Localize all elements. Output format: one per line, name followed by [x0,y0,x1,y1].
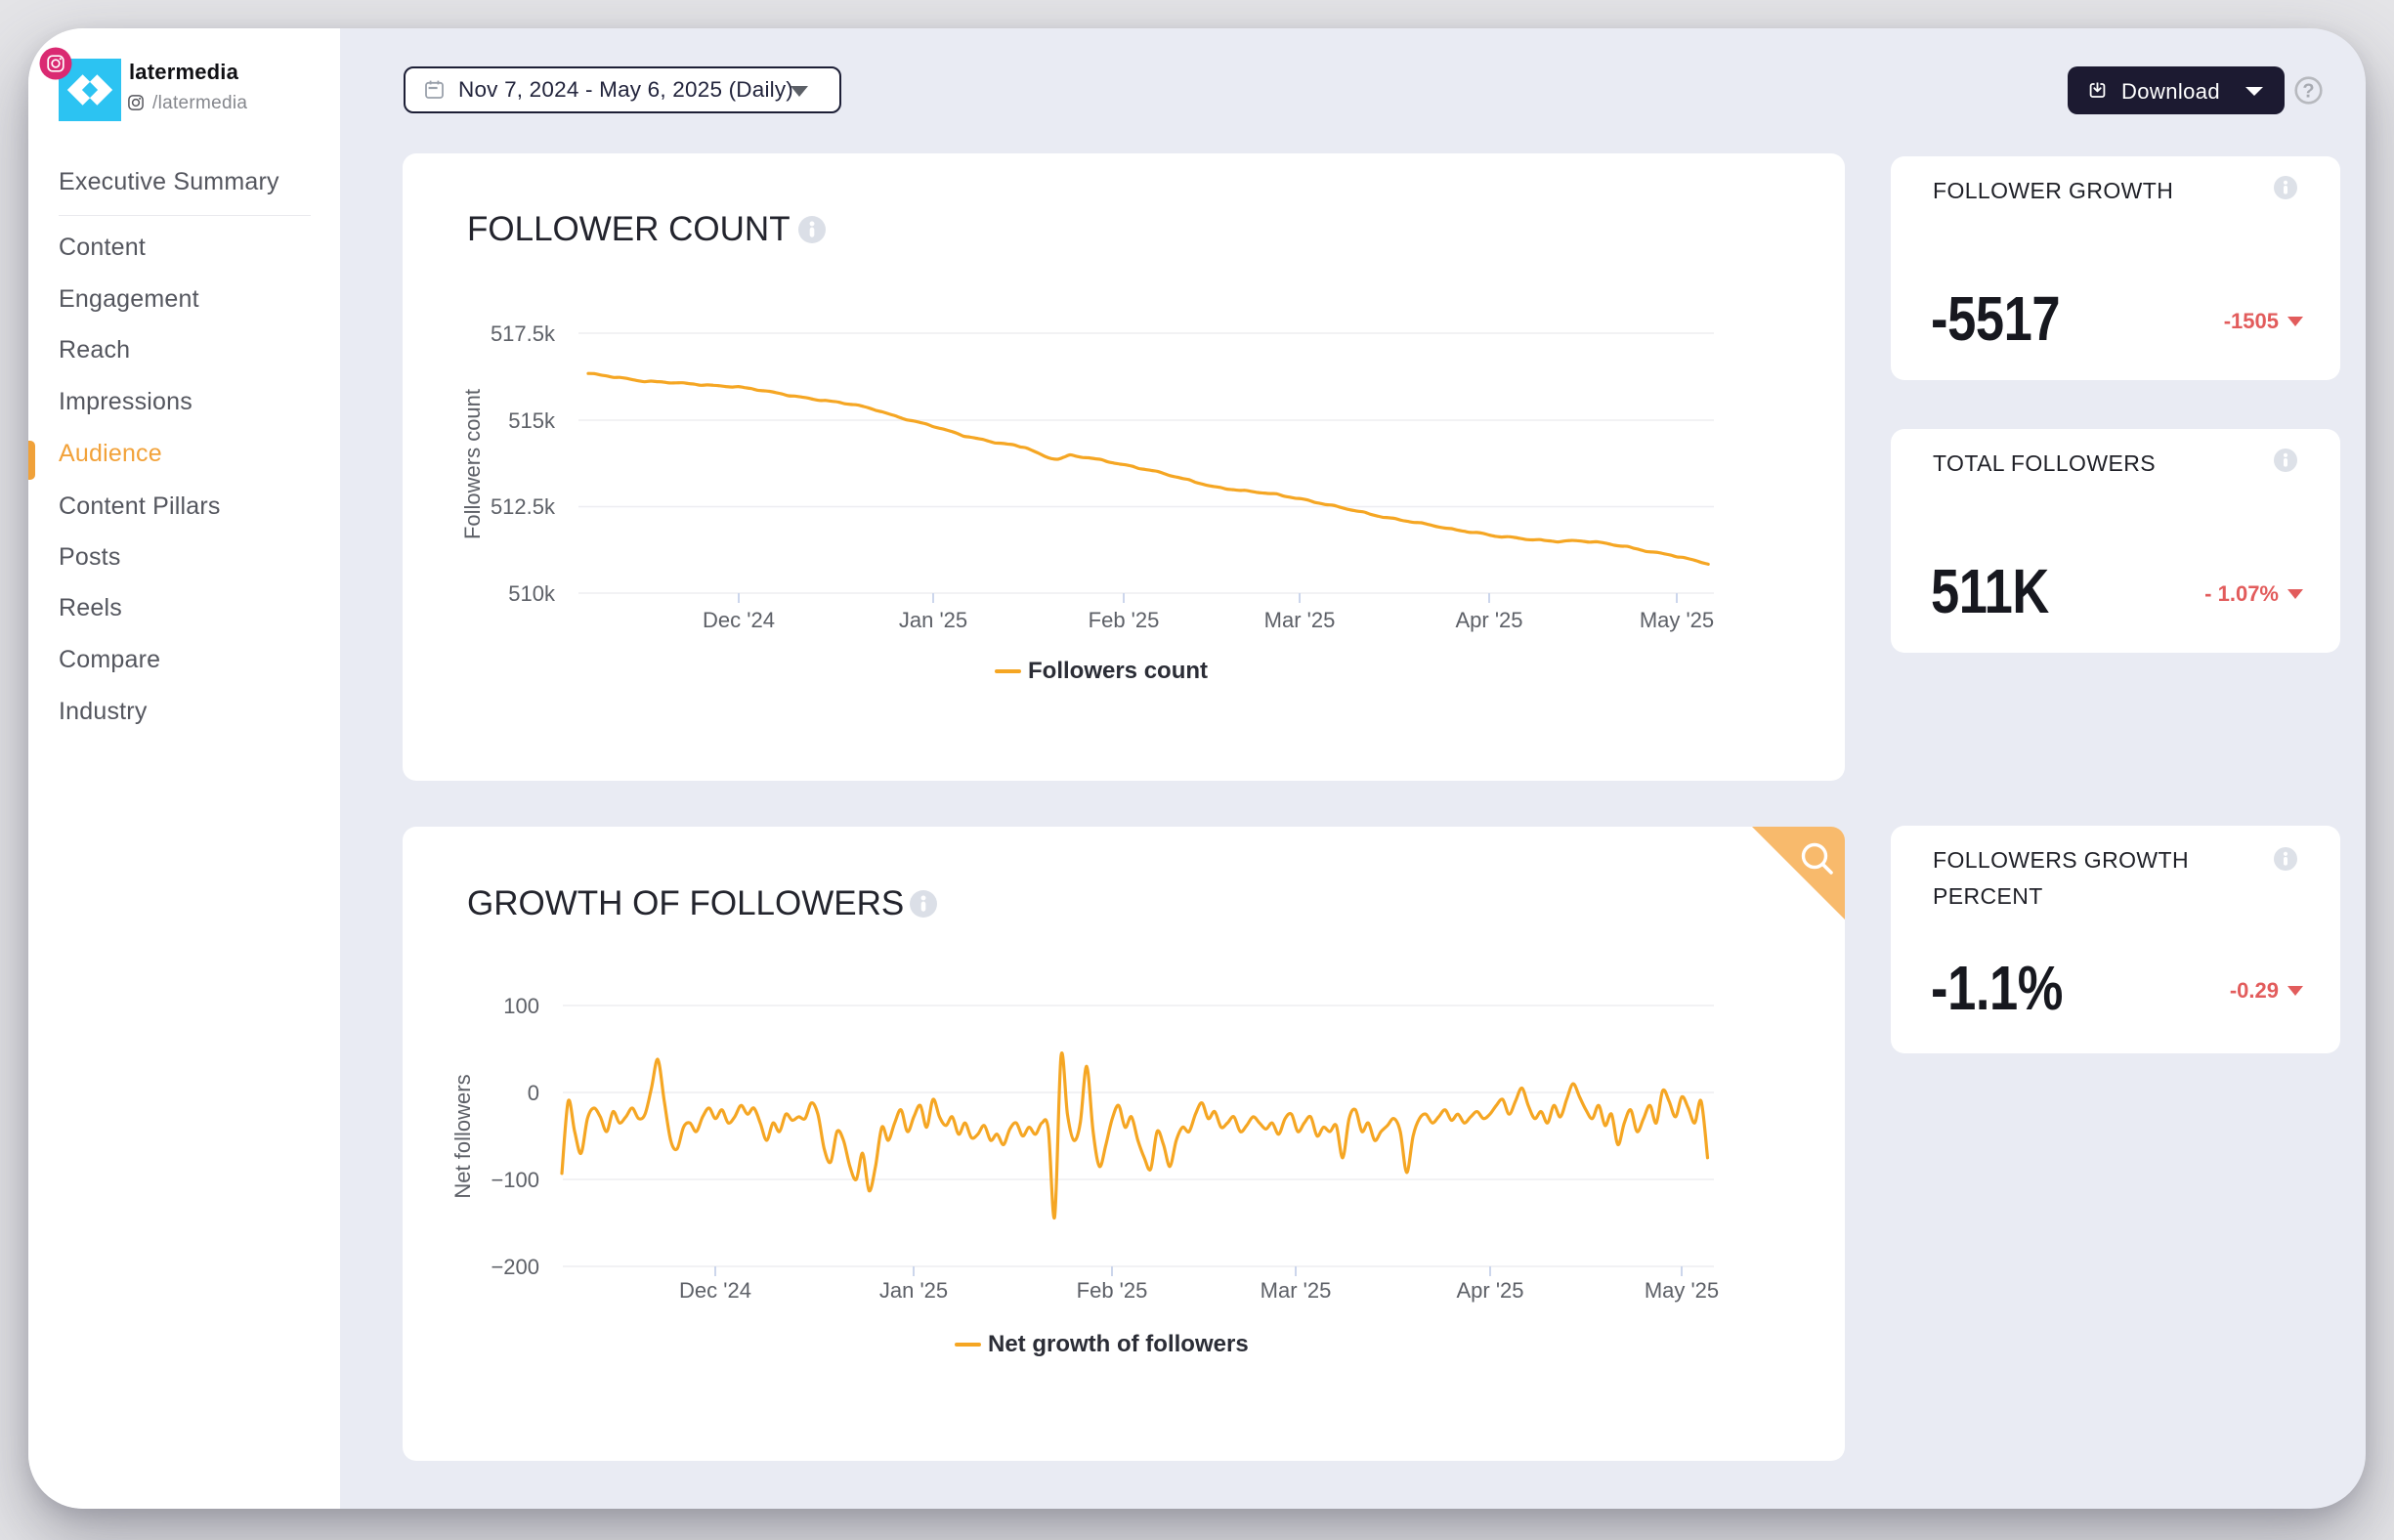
svg-text:?: ? [2302,81,2314,103]
